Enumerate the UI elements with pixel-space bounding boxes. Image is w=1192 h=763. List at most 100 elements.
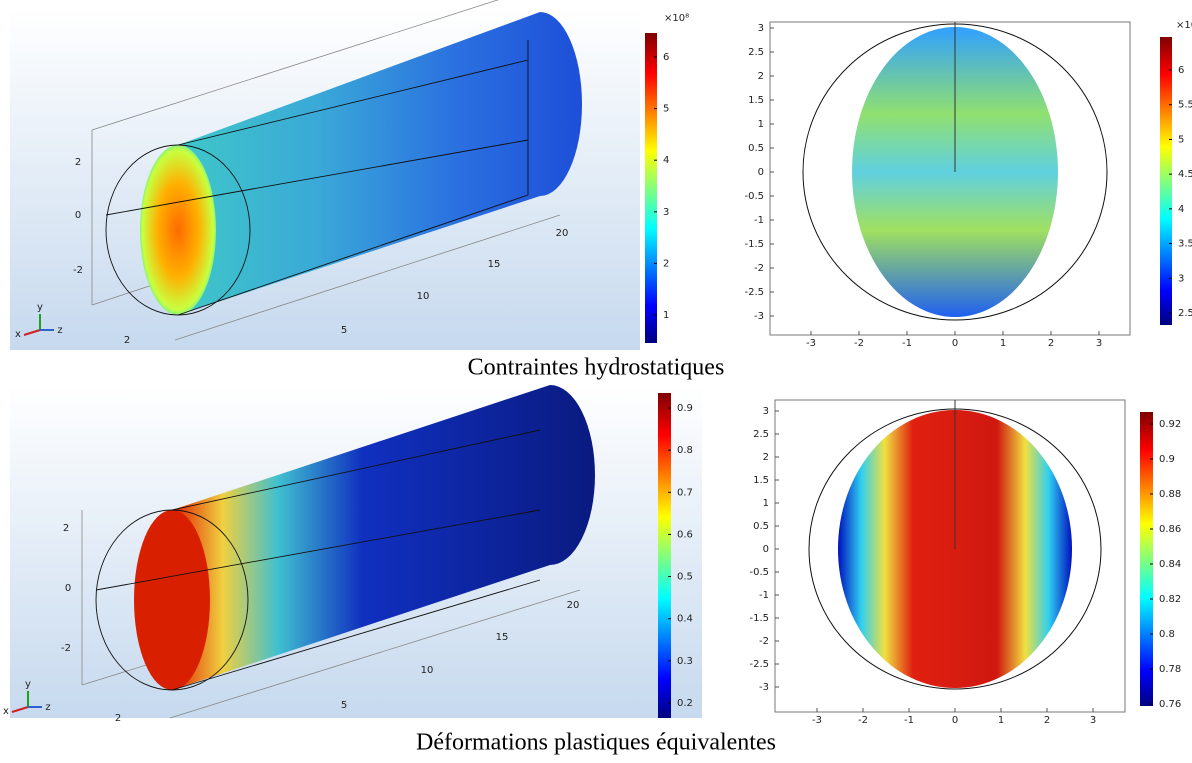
x-tick-label: -3 — [812, 715, 822, 726]
y-tick-label: -1.5 — [749, 613, 769, 624]
x-tick-label: -1 — [902, 338, 912, 349]
colorbar-tick-label: 0.86 — [1159, 524, 1181, 535]
colorbar-multiplier: ×10⁸ — [664, 13, 689, 24]
triad-label: z — [45, 702, 50, 713]
axis-tick-label: 5 — [341, 325, 347, 336]
colorbar-tick-label: 1 — [663, 310, 669, 321]
colorbar-tick-label: 3.5 — [1178, 239, 1192, 250]
triad-label: x — [3, 706, 9, 717]
x-tick-label: 2 — [1044, 715, 1050, 726]
colorbar-tick-label: 0.76 — [1159, 699, 1181, 710]
y-tick-label: 3 — [763, 406, 769, 417]
axis-tick-label: 2 — [124, 335, 130, 346]
x-tick-label: 0 — [952, 715, 958, 726]
cylinder-face — [140, 145, 216, 315]
colorbar-tick-label: 3 — [1178, 273, 1184, 284]
y-tick-label: 0 — [758, 167, 764, 178]
x-tick-label: -1 — [904, 715, 914, 726]
y-tick-label: -1 — [754, 215, 764, 226]
triad-label: y — [25, 679, 31, 690]
y-tick-label: 0.5 — [753, 521, 769, 532]
y-tick-label: -1.5 — [744, 239, 764, 250]
colorbar-tick-label: 0.92 — [1159, 419, 1181, 430]
colorbar-tick-label: 6 — [1178, 65, 1184, 76]
colorbar — [658, 393, 671, 718]
colorbar-tick-label: 0.9 — [1159, 454, 1175, 465]
y-tick-label: -3 — [759, 682, 769, 693]
cylinder-face — [134, 510, 210, 690]
triad-label: x — [15, 329, 21, 340]
colorbar-tick-label: 0.78 — [1159, 664, 1181, 675]
colorbar-tick-label: 0.88 — [1159, 489, 1181, 500]
axis-tick-label: 2 — [63, 523, 69, 534]
colorbar-tick-label: 0.4 — [677, 614, 693, 625]
triad-label: z — [57, 325, 62, 336]
y-tick-label: -2.5 — [744, 287, 764, 298]
colorbar-tick-label: 0.82 — [1159, 594, 1181, 605]
y-tick-label: 0.5 — [748, 143, 764, 154]
y-tick-label: 1.5 — [753, 475, 769, 486]
colorbar-tick-label: 0.8 — [1159, 629, 1175, 640]
y-tick-label: -3 — [754, 311, 764, 322]
x-tick-label: 3 — [1096, 338, 1102, 349]
colorbar-tick-label: 0.6 — [677, 529, 693, 540]
cylinder-body — [172, 385, 595, 690]
colorbar-tick-label: 0.2 — [677, 698, 693, 709]
axis-tick-label: 15 — [496, 632, 509, 643]
axis-tick-label: -2 — [61, 643, 71, 654]
colorbar-tick-label: 0.3 — [677, 656, 693, 667]
axis-tick-label: 0 — [65, 583, 71, 594]
y-tick-label: 2 — [763, 452, 769, 463]
y-tick-label: -0.5 — [749, 567, 769, 578]
colorbar-tick-label: 3 — [663, 207, 669, 218]
axis-tick-label: 2 — [75, 157, 81, 168]
colorbar-tick-label: 2 — [663, 258, 669, 269]
caption: Contraintes hydrostatiques — [468, 355, 725, 381]
x-tick-label: 0 — [952, 338, 958, 349]
axis-tick-label: -2 — [73, 265, 83, 276]
cylinder-body — [178, 12, 582, 315]
y-tick-label: -1 — [759, 590, 769, 601]
axis-tick-label: 20 — [556, 228, 569, 239]
colorbar-tick-label: 4 — [1178, 204, 1184, 215]
wireframe — [95, 429, 541, 691]
colorbar-tick-label: 2.5 — [1178, 308, 1192, 319]
colorbar-tick-label: 5 — [1178, 134, 1184, 145]
colorbar — [1160, 37, 1172, 325]
y-tick-label: -2.5 — [749, 659, 769, 670]
colorbar-tick-label: 0.5 — [677, 572, 693, 583]
x-tick-label: -3 — [806, 338, 816, 349]
x-tick-label: 1 — [998, 715, 1004, 726]
y-tick-label: 1 — [758, 119, 764, 130]
triad-x — [23, 329, 41, 336]
colorbar — [1140, 412, 1153, 706]
x-tick-label: -2 — [854, 338, 864, 349]
x-tick-label: 2 — [1048, 338, 1054, 349]
x-tick-label: -2 — [858, 715, 868, 726]
y-tick-label: 2.5 — [748, 47, 764, 58]
y-tick-label: 3 — [758, 23, 764, 34]
y-tick-label: -0.5 — [744, 191, 764, 202]
wireframe — [105, 40, 529, 316]
y-tick-label: -2 — [759, 636, 769, 647]
x-tick-label: 3 — [1090, 715, 1096, 726]
colorbar-tick-label: 4.5 — [1178, 169, 1192, 180]
colorbar-tick-label: 6 — [663, 52, 669, 63]
triad-x — [11, 706, 29, 713]
axis-tick-label: 0 — [75, 210, 81, 221]
axis-tick-label: 20 — [567, 600, 580, 611]
axis-tick-label: 15 — [488, 259, 501, 270]
colorbar-tick-label: 4 — [663, 155, 669, 166]
y-tick-label: 2 — [758, 71, 764, 82]
colorbar-tick-label: 0.84 — [1159, 559, 1181, 570]
colorbar-tick-label: 5 — [663, 104, 669, 115]
colorbar-tick-label: 0.7 — [677, 487, 693, 498]
y-tick-label: 1 — [763, 498, 769, 509]
axis-tick-label: 10 — [417, 291, 430, 302]
y-tick-label: 1.5 — [748, 95, 764, 106]
axis-tick-label: 10 — [421, 665, 434, 676]
colorbar-multiplier: ×10⁸ — [1176, 20, 1192, 31]
